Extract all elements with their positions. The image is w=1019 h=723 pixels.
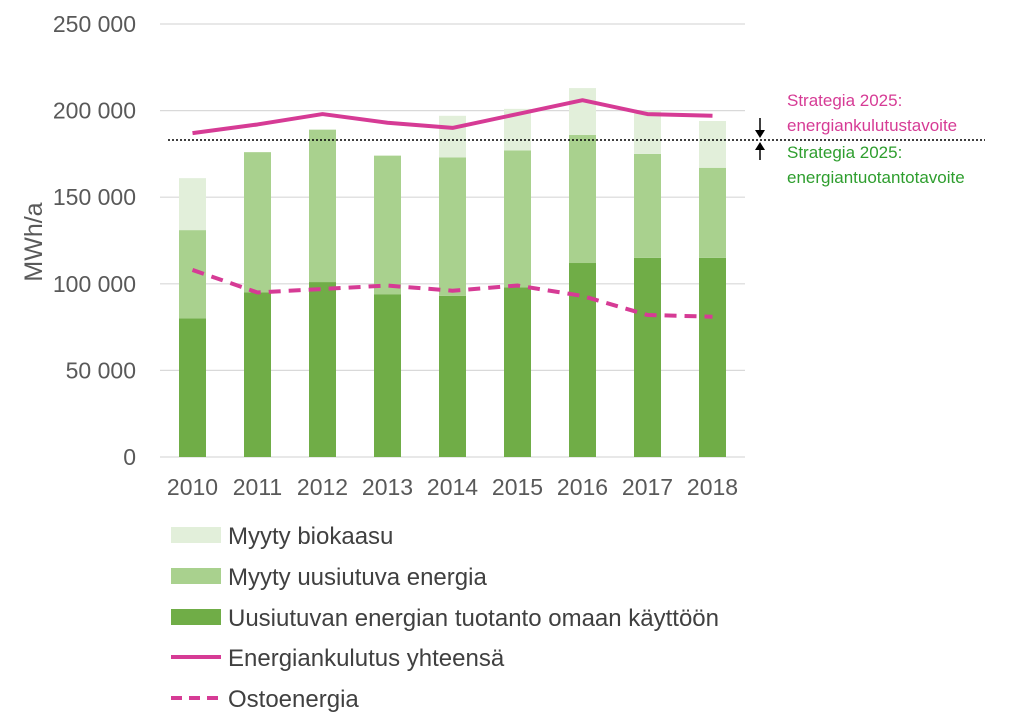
bar-segment-s1-2015 <box>504 150 531 288</box>
bar-segment-s0-2013 <box>374 294 401 457</box>
annotation-text: energiankulutustavoite <box>787 116 957 135</box>
y-tick-label: 0 <box>123 444 136 470</box>
bar-segment-s1-2013 <box>374 155 401 295</box>
annotations: Strategia 2025: energiankulutustavoite Str… <box>755 91 965 187</box>
y-tick-label: 100 000 <box>53 271 136 297</box>
arrow-down-head <box>755 130 765 139</box>
legend-label: Uusiutuvan energian tuotanto omaan käytt… <box>228 605 719 632</box>
y-tick-label: 250 000 <box>53 11 136 37</box>
bar-segment-s1-2014 <box>439 157 466 296</box>
bar-segment-s0-2014 <box>439 295 466 457</box>
y-tick-label: 200 000 <box>53 98 136 124</box>
bar-segment-s2-2014 <box>439 115 466 158</box>
legend-label: Ostoenergia <box>228 686 359 713</box>
bar-segment-s0-2018 <box>699 257 726 457</box>
x-axis-ticks: 2010 2011 2012 2013 2014 2015 2016 2017 2018 <box>167 474 738 500</box>
bar-segment-s0-2016 <box>569 263 596 457</box>
bar-segment-s2-2018 <box>699 120 726 168</box>
legend-label: Myyty biokaasu <box>228 523 393 550</box>
series-lines <box>191 98 713 319</box>
bar-segment-s0-2015 <box>504 287 531 457</box>
bar-segment-s1-2011 <box>244 152 271 293</box>
legend-label: Myyty uusiutuva energia <box>228 564 487 591</box>
bar-segment-s0-2017 <box>634 257 661 457</box>
x-tick-label: 2016 <box>557 474 608 500</box>
series-line-0 <box>192 98 713 136</box>
bar-segment-s1-2016 <box>569 134 596 264</box>
bar-segment-s1-2012 <box>309 129 336 283</box>
y-axis-ticks: 0 50 000 100 000 150 000 200 000 250 000 <box>53 11 136 470</box>
annotation-text: Strategia 2025: <box>787 143 902 162</box>
bar-segment-s0-2010 <box>179 318 206 457</box>
legend-swatch <box>171 527 221 543</box>
stacked-bars <box>179 88 726 457</box>
x-tick-label: 2012 <box>297 474 348 500</box>
x-tick-label: 2018 <box>687 474 738 500</box>
series-line-1 <box>191 268 713 319</box>
y-tick-label: 150 000 <box>53 184 136 210</box>
x-tick-label: 2014 <box>427 474 478 500</box>
bar-segment-s1-2018 <box>699 167 726 258</box>
legend-swatch <box>171 568 221 584</box>
x-tick-label: 2013 <box>362 474 413 500</box>
y-tick-label: 50 000 <box>66 357 136 383</box>
bar-segment-s2-2010 <box>179 178 206 231</box>
legend-swatch <box>171 609 221 625</box>
bar-segment-s1-2017 <box>634 153 661 258</box>
bar-segment-s0-2012 <box>309 282 336 457</box>
bar-segment-s0-2011 <box>244 292 271 457</box>
bar-segment-s2-2017 <box>634 110 661 154</box>
x-tick-label: 2017 <box>622 474 673 500</box>
y-axis-title: MWh/a <box>20 202 48 281</box>
arrow-up-head <box>755 142 765 151</box>
bar-segment-s2-2016 <box>569 88 596 135</box>
legend-label: Energiankulutus yhteensä <box>228 645 505 672</box>
x-tick-label: 2011 <box>233 474 282 500</box>
annotation-text: Strategia 2025: <box>787 91 902 110</box>
x-tick-label: 2010 <box>167 474 218 500</box>
x-tick-label: 2015 <box>492 474 543 500</box>
annotation-text: energiantuotantotavoite <box>787 168 965 187</box>
legend: Myyty biokaasu Myyty uusiutuva energia Uus… <box>171 523 719 713</box>
